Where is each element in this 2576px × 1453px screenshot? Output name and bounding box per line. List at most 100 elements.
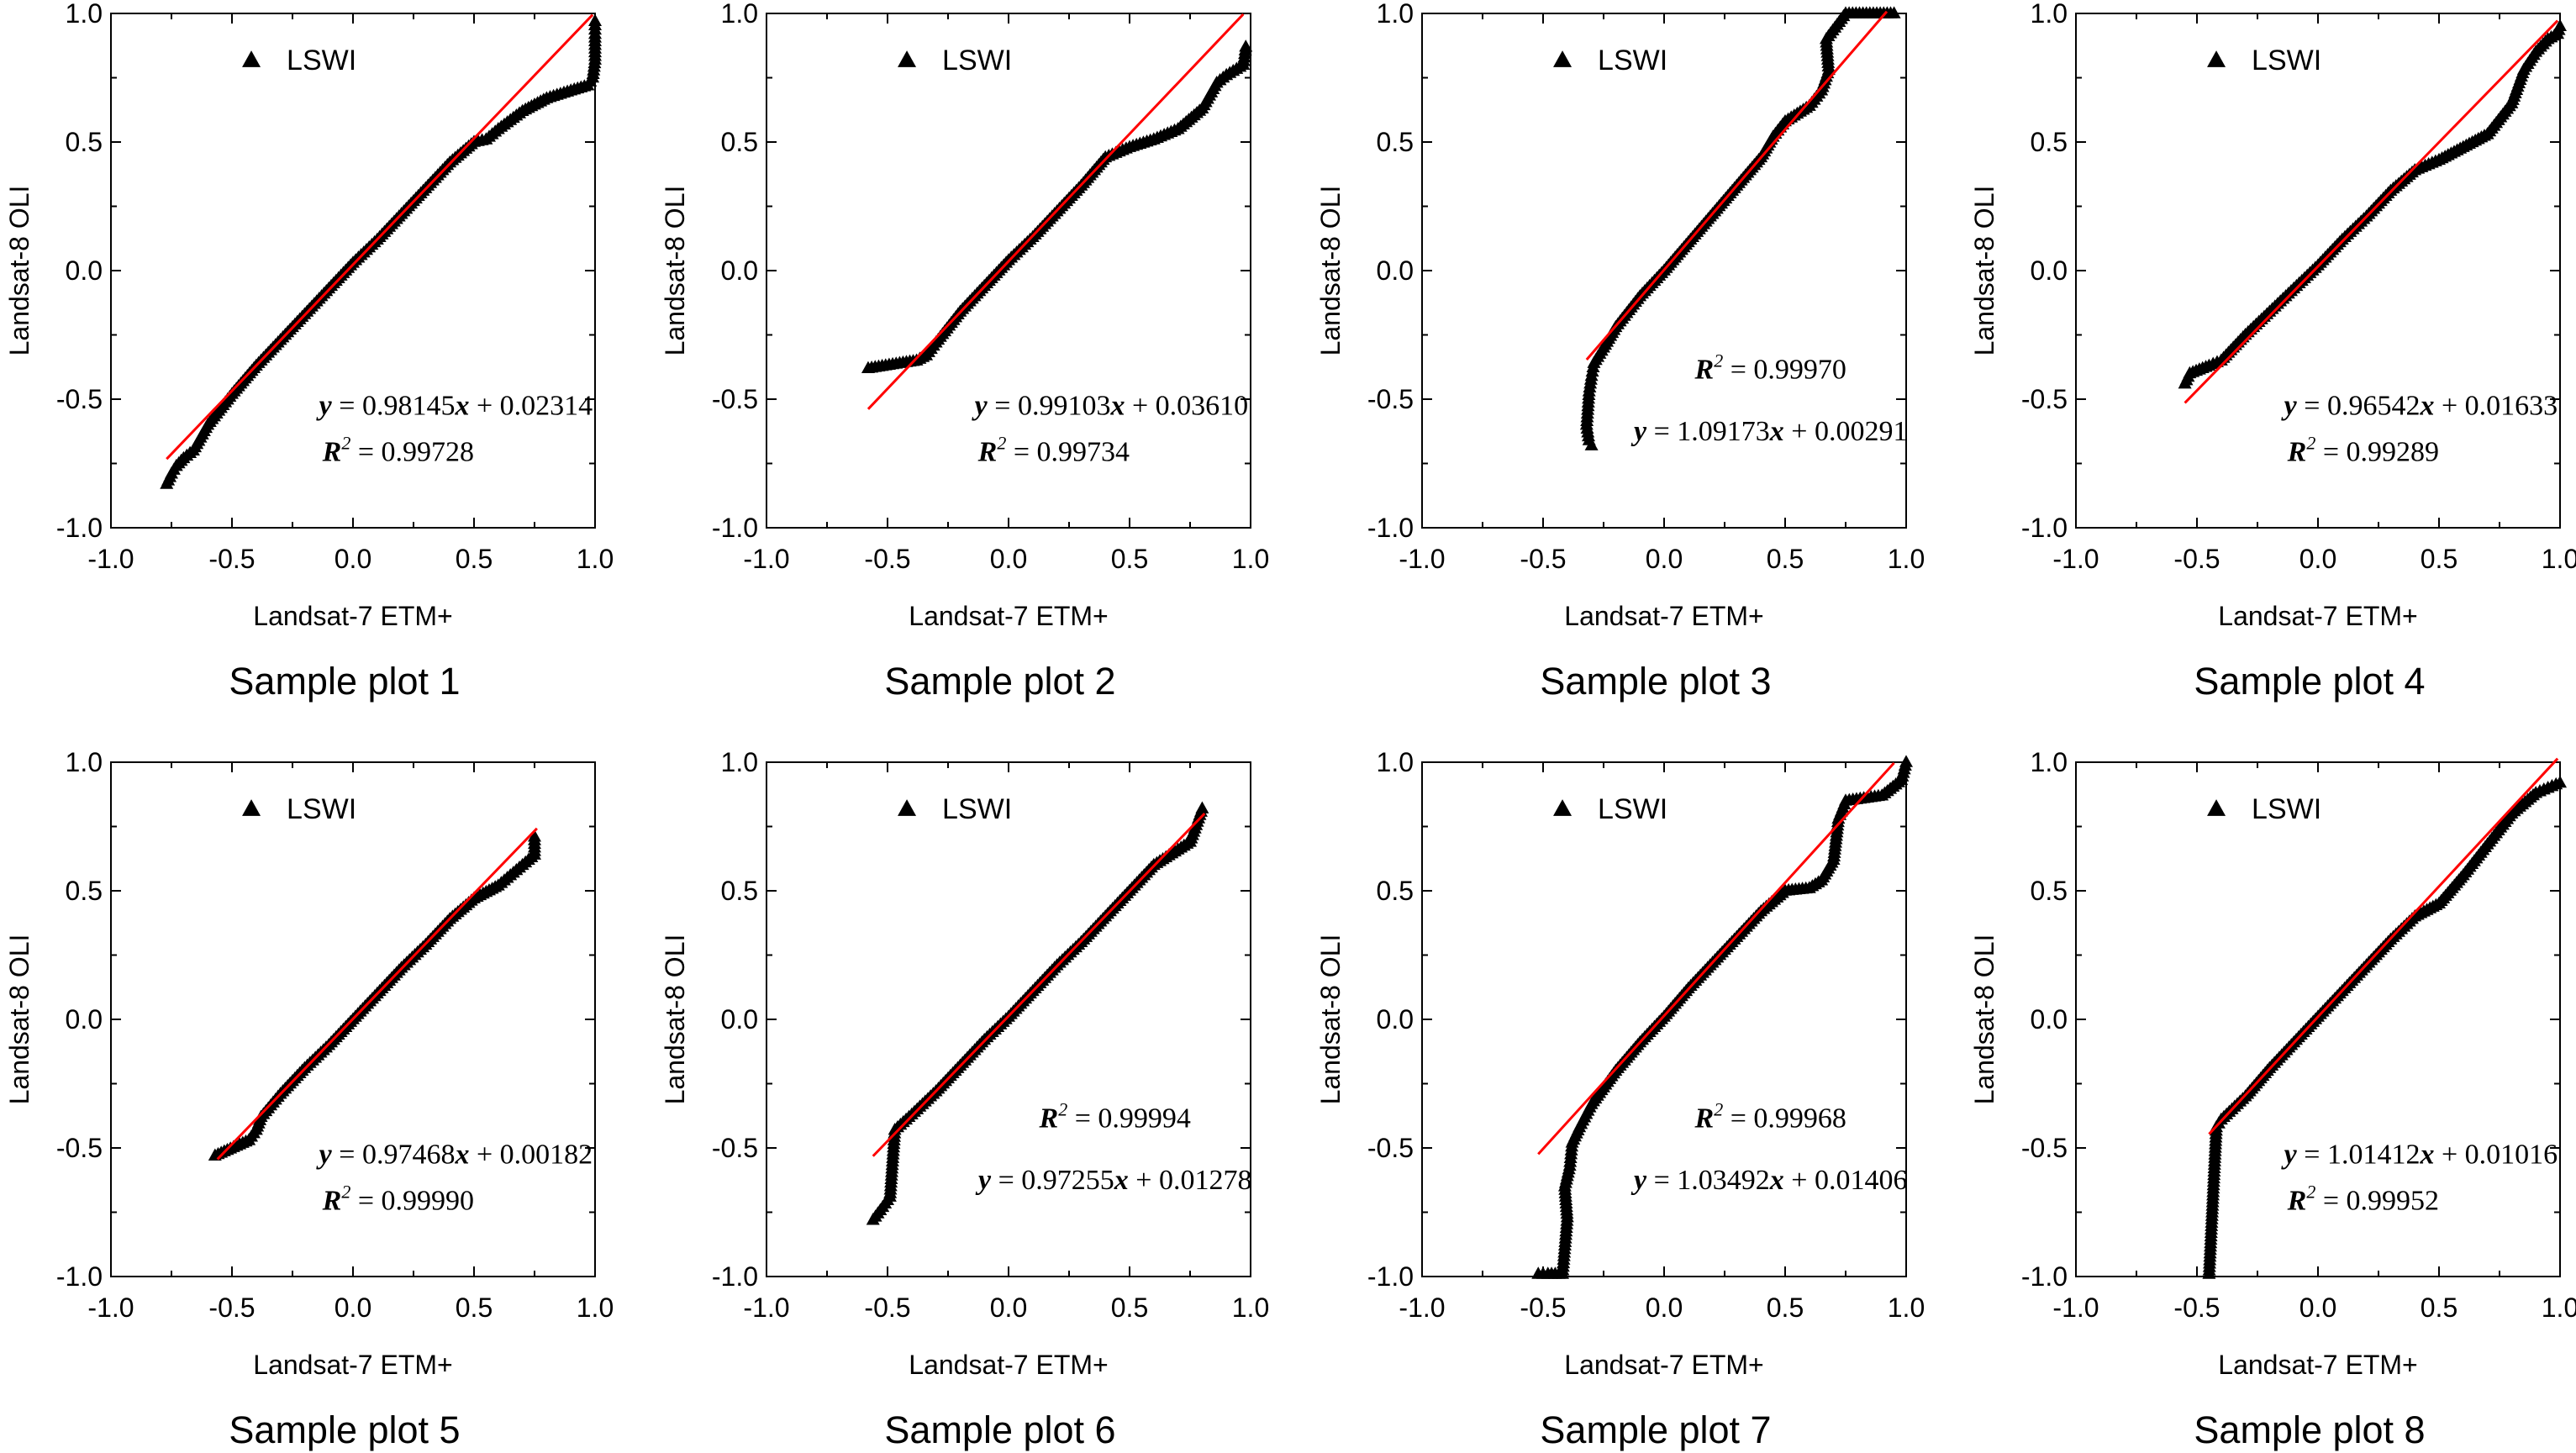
scatter-series-lswi [1579, 6, 1901, 450]
x-tick-label: 1.0 [2542, 544, 2576, 574]
regression-equation: y = 0.98145x + 0.02314 [316, 390, 593, 421]
legend-triangle-icon [1553, 799, 1572, 816]
data-point [1899, 755, 1913, 767]
x-tick-label: 0.0 [1646, 1292, 1683, 1323]
x-tick-label: 0.5 [456, 1292, 493, 1323]
scatter-series-lswi [2202, 775, 2567, 1279]
y-tick-label: -1.0 [56, 513, 103, 543]
fit-line [216, 827, 538, 1161]
data-point [2553, 18, 2567, 32]
y-tick-label: -1.0 [2021, 513, 2068, 543]
y-tick-label: 0.0 [1377, 1004, 1414, 1034]
legend-triangle-icon [1553, 50, 1572, 67]
y-tick-label: -0.5 [56, 1133, 103, 1163]
x-tick-label: 0.0 [2299, 1292, 2336, 1323]
y-tick-label: 0.5 [2031, 127, 2068, 157]
data-point [1239, 39, 1253, 52]
regression-equation: y = 0.97468x + 0.00182 [316, 1139, 593, 1170]
x-tick-label: 0.5 [1111, 544, 1148, 574]
legend-label: LSWI [287, 45, 356, 76]
x-tick-label: 1.0 [577, 1292, 614, 1323]
scatter-series-lswi [866, 801, 1209, 1225]
y-tick-label: -0.5 [2021, 1133, 2068, 1163]
y-tick-label: 1.0 [2031, 747, 2068, 777]
y-tick-label: 1.0 [2031, 0, 2068, 29]
y-tick-label: 0.0 [66, 255, 103, 286]
chart-panel-8: -1.0 -0.5 0.0 0.5 1.0 -1.0 -0.5 0.0 0.5 1.0 Landsa… [1969, 747, 2576, 1451]
x-tick-label: 0.0 [1646, 544, 1683, 574]
data-point [588, 13, 602, 26]
r-squared-label: R2 = 0.99289 [2287, 432, 2439, 467]
x-tick-label: -1.0 [743, 1292, 789, 1323]
x-tick-label: 1.0 [1232, 544, 1269, 574]
x-tick-label: -0.5 [208, 544, 255, 574]
data-point [1195, 801, 1209, 813]
x-tick-label: -1.0 [2052, 1292, 2099, 1323]
y-tick-label: 0.5 [1377, 876, 1414, 906]
y-axis-title: Landsat-8 OLI [1969, 186, 1999, 356]
x-axis-title: Landsat-7 ETM+ [1564, 601, 1763, 631]
y-tick-label: -1.0 [712, 513, 758, 543]
r-squared-label: R2 = 0.99952 [2287, 1181, 2439, 1216]
sample-plot-caption: Sample plot 7 [1540, 1408, 1771, 1451]
y-tick-label: -0.5 [712, 384, 758, 414]
x-axis-title: Landsat-7 ETM+ [2218, 601, 2417, 631]
chart-panel-3: -1.0 -0.5 0.0 0.5 1.0 -1.0 -0.5 0.0 0.5 1.0 Landsa… [1315, 0, 1925, 703]
chart-panel-1: -1.0 -0.5 0.0 0.5 1.0 -1.0 -0.5 0.0 0.5 1.0 Landsa… [4, 0, 614, 703]
legend-triangle-icon [242, 799, 261, 816]
regression-equation: y = 0.96542x + 0.01633 [2281, 390, 2558, 421]
r-squared-label: R2 = 0.99734 [977, 432, 1130, 467]
chart-panel-2: -1.0 -0.5 0.0 0.5 1.0 -1.0 -0.5 0.0 0.5 1.0 Landsa… [660, 0, 1269, 703]
y-tick-label: -0.5 [1367, 384, 1414, 414]
y-tick-label: 1.0 [66, 747, 103, 777]
fit-line [872, 812, 1206, 1157]
sample-plot-caption: Sample plot 6 [884, 1408, 1115, 1451]
regression-equation: y = 1.03492x + 0.01406 [1630, 1165, 1907, 1196]
x-tick-label: -0.5 [208, 1292, 255, 1323]
x-tick-label: 1.0 [1888, 1292, 1925, 1323]
y-tick-label: -0.5 [56, 384, 103, 414]
x-axis-title: Landsat-7 ETM+ [2218, 1350, 2417, 1380]
legend-label: LSWI [2252, 45, 2321, 76]
x-tick-label: -1.0 [1399, 544, 1445, 574]
x-axis-title: Landsat-7 ETM+ [253, 601, 452, 631]
r-squared-label: R2 = 0.99990 [322, 1181, 474, 1216]
x-tick-label: -0.5 [1520, 1292, 1566, 1323]
x-tick-label: 1.0 [2542, 1292, 2576, 1323]
x-axis-title: Landsat-7 ETM+ [1564, 1350, 1763, 1380]
x-axis-title: Landsat-7 ETM+ [909, 1350, 1108, 1380]
legend-triangle-icon [898, 50, 917, 67]
legend-triangle-icon [242, 50, 261, 67]
x-tick-label: -1.0 [87, 544, 134, 574]
x-tick-label: -0.5 [2173, 544, 2220, 574]
y-tick-label: 0.0 [721, 255, 758, 286]
chart-panel-7: -1.0 -0.5 0.0 0.5 1.0 -1.0 -0.5 0.0 0.5 1.0 Landsa… [1315, 747, 1925, 1451]
sample-plot-caption: Sample plot 5 [229, 1408, 460, 1451]
y-tick-label: 0.5 [721, 127, 758, 157]
x-tick-label: 0.5 [1767, 544, 1804, 574]
y-tick-label: 1.0 [721, 0, 758, 29]
y-tick-label: -0.5 [2021, 384, 2068, 414]
legend-label: LSWI [2252, 793, 2321, 825]
sample-plot-caption: Sample plot 8 [2194, 1408, 2425, 1451]
legend-label: LSWI [1598, 793, 1667, 825]
r-squared-label: R2 = 0.99968 [1694, 1099, 1846, 1134]
y-axis-title: Landsat-8 OLI [1315, 186, 1346, 356]
regression-equation: y = 1.01412x + 0.01016 [2281, 1139, 2558, 1170]
y-tick-label: 0.5 [721, 876, 758, 906]
y-axis-title: Landsat-8 OLI [660, 186, 690, 356]
y-tick-label: 0.0 [721, 1004, 758, 1034]
x-tick-label: -0.5 [864, 544, 910, 574]
scatter-series-lswi [1531, 755, 1913, 1279]
r-squared-label: R2 = 0.99994 [1039, 1099, 1191, 1134]
r-squared-label: R2 = 0.99728 [322, 432, 474, 467]
x-tick-label: 0.5 [2421, 1292, 2457, 1323]
chart-panel-6: -1.0 -0.5 0.0 0.5 1.0 -1.0 -0.5 0.0 0.5 1.0 Landsa… [660, 747, 1269, 1451]
legend-label: LSWI [287, 793, 356, 825]
regression-equation: y = 1.09173x + 0.00291 [1630, 416, 1907, 447]
y-tick-label: -1.0 [712, 1261, 758, 1292]
y-tick-label: -0.5 [712, 1133, 758, 1163]
y-tick-label: -0.5 [1367, 1133, 1414, 1163]
fit-line [1537, 761, 1895, 1156]
y-tick-label: 0.0 [2031, 1004, 2068, 1034]
